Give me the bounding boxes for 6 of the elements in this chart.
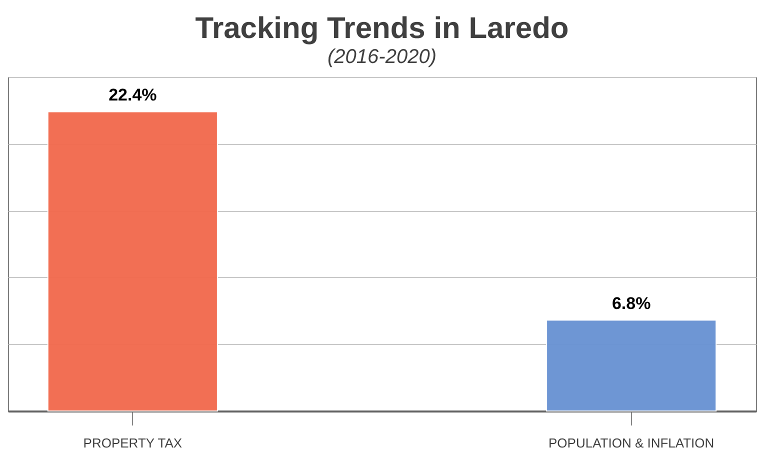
chart-subtitle: (2016-2020) xyxy=(328,46,436,68)
data-label: 6.8% xyxy=(612,294,651,314)
x-tick-label: PROPERTY TAX xyxy=(83,436,182,450)
x-tick-label: POPULATION & INFLATION xyxy=(548,436,714,450)
chart-title: Tracking Trends in Laredo xyxy=(195,12,569,45)
data-label: 22.4% xyxy=(108,86,157,105)
